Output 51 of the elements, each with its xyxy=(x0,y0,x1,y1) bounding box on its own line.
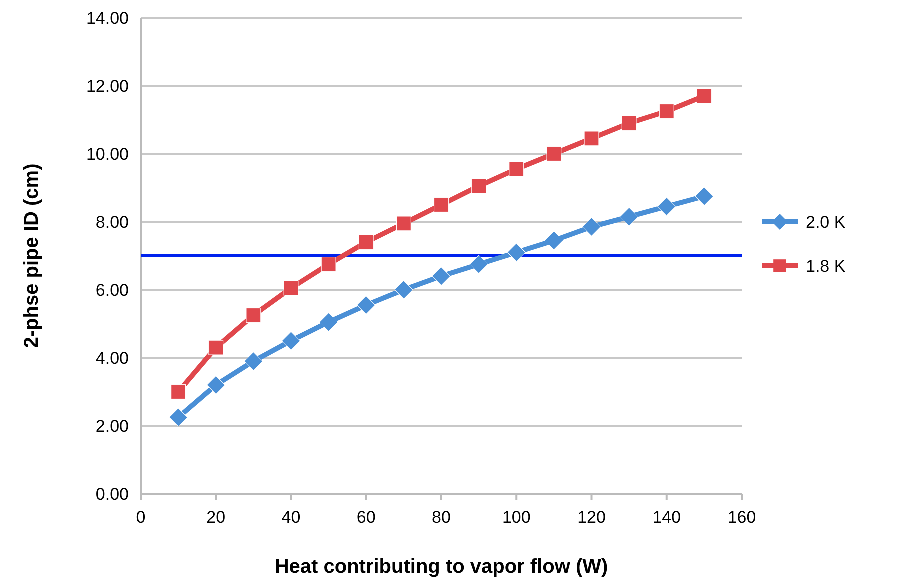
legend-label: 1.8 K xyxy=(806,257,846,276)
y-tick-label: 6.00 xyxy=(96,281,129,300)
point xyxy=(206,376,226,394)
point xyxy=(620,208,639,226)
x-tick-label: 120 xyxy=(578,508,606,527)
x-tick-label: 80 xyxy=(432,508,451,527)
point xyxy=(432,267,451,286)
point xyxy=(659,104,674,119)
point xyxy=(658,197,676,216)
legend-label: 2.0 K xyxy=(806,213,846,232)
point xyxy=(544,231,564,250)
y-tick-label: 10.00 xyxy=(86,145,129,164)
y-tick-label: 8.00 xyxy=(96,213,129,232)
point xyxy=(357,296,376,315)
x-tick-label: 20 xyxy=(206,508,226,527)
x-tick-label: 60 xyxy=(356,508,376,527)
point xyxy=(171,384,186,400)
point xyxy=(169,408,188,427)
point xyxy=(246,308,262,323)
point xyxy=(470,255,488,274)
x-axis-title: Heat contributing to vapor flow (W) xyxy=(274,556,608,578)
point xyxy=(208,340,224,356)
point xyxy=(622,116,637,131)
y-tick-label: 14.00 xyxy=(86,9,129,28)
x-tick-label: 40 xyxy=(282,508,301,527)
point xyxy=(396,216,412,232)
y-axis-title: 2-phse pipe ID (cm) xyxy=(21,164,43,348)
point xyxy=(584,131,600,146)
y-tick-label: 4.00 xyxy=(96,349,129,368)
point xyxy=(582,218,601,236)
point xyxy=(434,198,449,212)
x-tick-label: 0 xyxy=(136,508,146,527)
point xyxy=(509,162,524,177)
y-tick-label: 2.00 xyxy=(96,417,129,436)
point xyxy=(394,280,414,300)
point xyxy=(507,243,526,262)
y-tick-label: 12.00 xyxy=(86,77,129,96)
point xyxy=(320,313,338,332)
x-tick-label: 160 xyxy=(728,508,756,527)
point xyxy=(696,88,712,104)
x-tick-label: 100 xyxy=(502,508,531,527)
point xyxy=(358,234,374,250)
point xyxy=(244,352,263,371)
x-tick-label: 140 xyxy=(652,508,682,527)
y-tick-label: 0.00 xyxy=(96,485,129,504)
point xyxy=(695,187,714,206)
point xyxy=(282,332,300,350)
point xyxy=(546,146,562,162)
point xyxy=(284,280,299,296)
point xyxy=(321,257,336,272)
point xyxy=(472,178,487,194)
